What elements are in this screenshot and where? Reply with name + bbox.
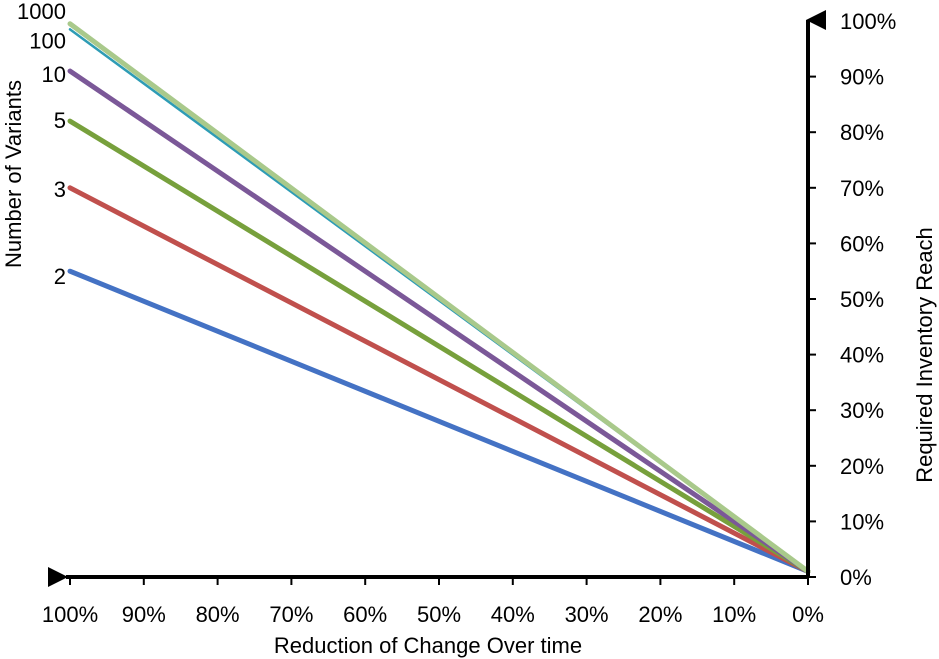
- series-label-100: 100: [29, 28, 66, 53]
- x-tick-label: 40%: [491, 602, 535, 627]
- x-tick-label: 70%: [269, 602, 313, 627]
- right-y-axis-label: Required Inventory Reach: [912, 227, 937, 483]
- series-line-5: [67, 118, 811, 574]
- left-y-axis-label: Number of Variants: [1, 80, 26, 268]
- x-ticks: 100% 90% 80% 70% 60% 50% 40% 30% 20% 10% 0%: [42, 577, 824, 627]
- y-tick-label: 20%: [840, 454, 884, 479]
- y-tick-label: 30%: [840, 398, 884, 423]
- series-line-10: [67, 68, 811, 574]
- y-tick-label: 80%: [840, 120, 884, 145]
- y-tick-label: 60%: [840, 231, 884, 256]
- series-layer: [67, 21, 811, 574]
- x-tick-label: 100%: [42, 602, 98, 627]
- y-tick-label: 50%: [840, 287, 884, 312]
- x-tick-label: 90%: [122, 602, 166, 627]
- series-label-5: 5: [54, 108, 66, 133]
- x-tick-label: 60%: [343, 602, 387, 627]
- x-tick-label: 10%: [712, 602, 756, 627]
- x-tick-label: 30%: [565, 602, 609, 627]
- y-tick-label: 90%: [840, 65, 884, 90]
- series-line-1000: [67, 21, 811, 574]
- y-tick-label: 100%: [840, 9, 896, 34]
- x-axis-label: Reduction of Change Over time: [274, 633, 582, 658]
- series-labels: 2 3 5 10 100 1000: [17, 0, 66, 289]
- x-tick-label: 20%: [638, 602, 682, 627]
- y-tick-label: 40%: [840, 343, 884, 368]
- y-ticks: 0% 10% 20% 30% 40% 50% 60% 70% 80% 90% 100%: [808, 9, 896, 590]
- series-label-1000: 1000: [17, 0, 66, 24]
- series-label-2: 2: [54, 264, 66, 289]
- series-label-10: 10: [42, 62, 66, 87]
- x-tick-label: 0%: [792, 602, 824, 627]
- x-tick-label: 50%: [417, 602, 461, 627]
- y-tick-label: 0%: [840, 565, 872, 590]
- series-label-3: 3: [54, 177, 66, 202]
- y-tick-label: 70%: [840, 176, 884, 201]
- y-tick-label: 10%: [840, 509, 884, 534]
- x-tick-label: 80%: [196, 602, 240, 627]
- series-line-2: [67, 268, 811, 574]
- series-line-3: [67, 185, 811, 574]
